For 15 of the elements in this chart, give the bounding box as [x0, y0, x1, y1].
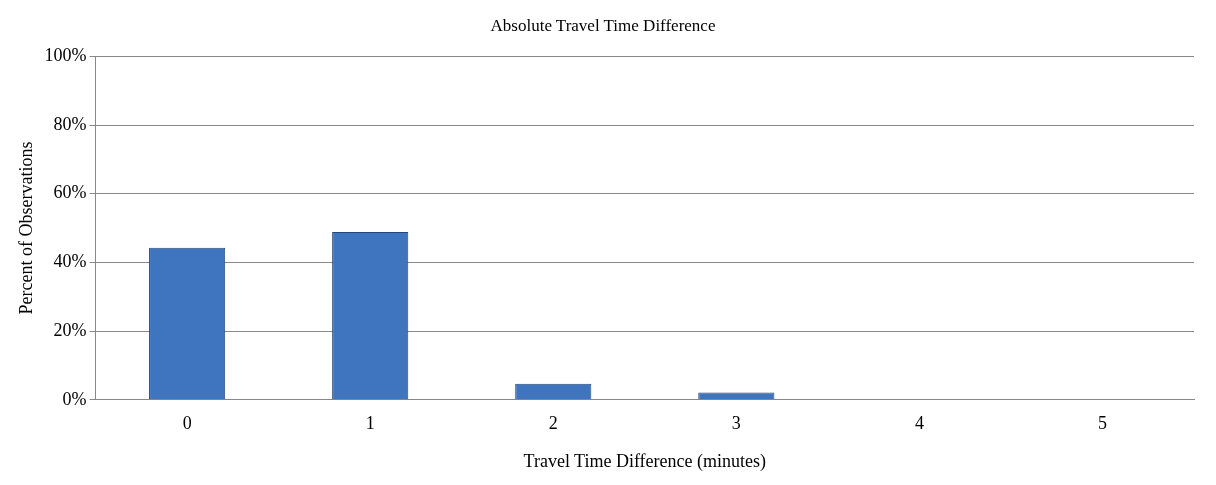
chart-title: Absolute Travel Time Difference: [490, 15, 716, 35]
y-tick-label: 80%: [53, 113, 87, 134]
y-tick-label: 40%: [53, 251, 87, 272]
x-tick-label: 1: [365, 413, 375, 434]
y-axis-title: Percent of Observations: [15, 141, 36, 315]
y-tick-label: 60%: [53, 182, 87, 203]
x-tick-label: 2: [548, 413, 558, 434]
y-tick-label: 100%: [44, 45, 87, 66]
y-tick-label: 0%: [62, 388, 87, 409]
x-tick-label: 3: [731, 413, 741, 434]
x-tick-label: 0: [182, 413, 192, 434]
y-tick-label: 20%: [53, 319, 87, 340]
x-tick-label: 4: [914, 413, 924, 434]
x-axis-title: Travel Time Difference (minutes): [523, 450, 767, 472]
x-tick-label: 5: [1097, 413, 1107, 434]
